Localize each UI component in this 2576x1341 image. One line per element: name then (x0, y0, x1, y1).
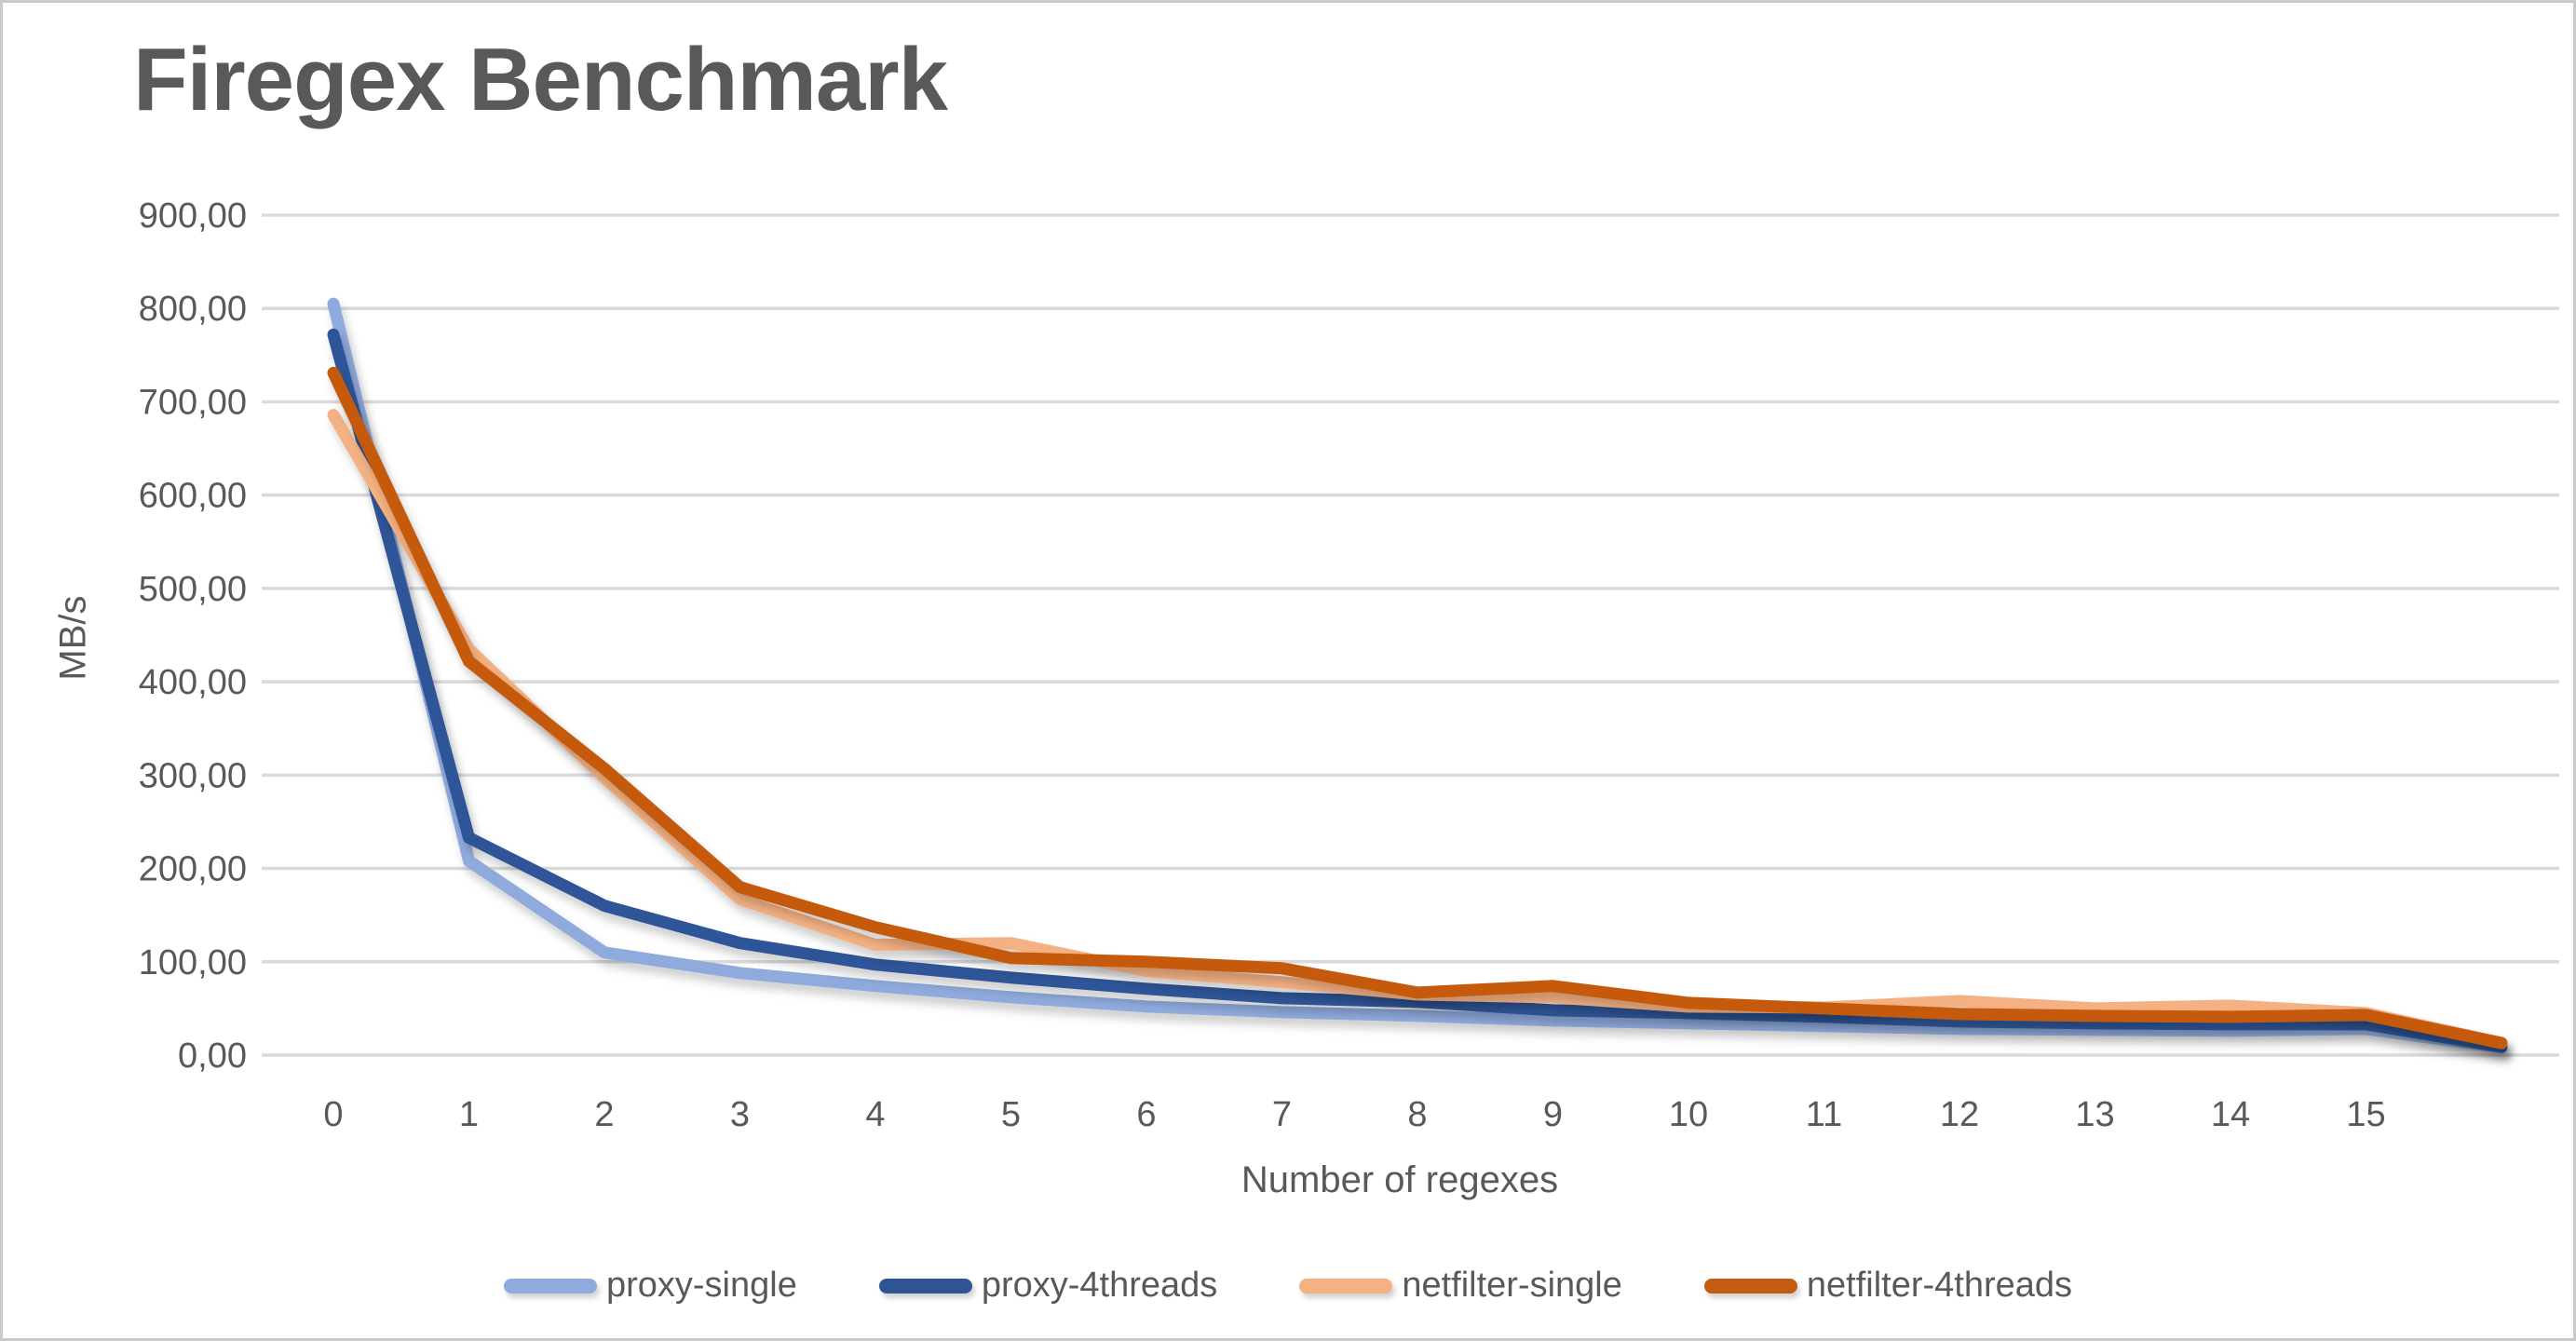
x-tick-label: 7 (1272, 1095, 1292, 1134)
x-tick-label: 0 (323, 1095, 343, 1134)
x-axis-title: Number of regexes (1241, 1159, 1559, 1200)
series-line-netfilter-4threads (327, 366, 2508, 1050)
chart-title: Firegex Benchmark (133, 30, 948, 129)
legend-label-netfilter-4threads: netfilter-4threads (1806, 1266, 2073, 1305)
y-tick-labels: 0,00 100,00 200,00 300,00 400,00 500,00 600,00… (139, 196, 247, 1076)
y-tick-label: 200,00 (139, 850, 247, 889)
y-tick-label: 600,00 (139, 477, 247, 516)
y-tick-label: 100,00 (139, 943, 247, 982)
x-tick-label: 8 (1407, 1095, 1427, 1134)
x-tick-label: 3 (730, 1095, 750, 1134)
legend-label-proxy-single: proxy-single (605, 1266, 797, 1305)
series-lines (327, 297, 2508, 1054)
x-tick-label: 13 (2075, 1095, 2114, 1134)
chart-svg: 0,00 100,00 200,00 300,00 400,00 500,00 600,00… (139, 196, 2559, 1134)
series-line-proxy-4threads (327, 328, 2508, 1053)
series-line-proxy-single (327, 297, 2508, 1054)
x-tick-label: 2 (594, 1095, 614, 1134)
x-tick-label: 6 (1136, 1095, 1156, 1134)
x-tick-label: 12 (1940, 1095, 1979, 1134)
x-tick-label: 1 (459, 1095, 479, 1134)
y-tick-label: 800,00 (139, 290, 247, 329)
x-tick-label: 14 (2211, 1095, 2250, 1134)
legend-item-proxy-single: proxy-single (503, 1266, 797, 1306)
x-tick-label: 5 (1001, 1095, 1021, 1134)
legend-item-netfilter-4threads: netfilter-4threads (1703, 1266, 2073, 1306)
x-tick-label: 10 (1669, 1095, 1708, 1134)
x-tick-label: 15 (2346, 1095, 2385, 1134)
legend: proxy-single proxy-4threads netfilter-si… (3, 1266, 2573, 1306)
y-tick-label: 900,00 (139, 196, 247, 236)
legend-swatch-proxy-4threads (878, 1278, 972, 1294)
y-tick-label: 0,00 (178, 1036, 247, 1076)
y-tick-label: 300,00 (139, 756, 247, 795)
x-tick-label: 9 (1543, 1095, 1563, 1134)
y-tick-label: 500,00 (139, 570, 247, 609)
legend-label-netfilter-single: netfilter-single (1402, 1266, 1622, 1305)
legend-swatch-proxy-single (503, 1278, 597, 1294)
legend-swatch-netfilter-single (1299, 1278, 1393, 1294)
x-tick-label: 11 (1806, 1095, 1842, 1134)
legend-item-proxy-4threads: proxy-4threads (878, 1266, 1218, 1306)
series-line-netfilter-single (327, 409, 2508, 1050)
legend-label-proxy-4threads: proxy-4threads (981, 1266, 1218, 1305)
gridlines (262, 213, 2559, 1057)
y-tick-label: 700,00 (139, 383, 247, 422)
legend-swatch-netfilter-4threads (1703, 1278, 1797, 1294)
y-axis-title: MB/s (52, 595, 94, 681)
y-tick-label: 400,00 (139, 663, 247, 702)
legend-item-netfilter-single: netfilter-single (1299, 1266, 1622, 1306)
x-tick-labels: 0 1 2 3 4 5 6 7 8 9 10 11 12 13 14 15 (323, 1095, 2385, 1134)
x-tick-label: 4 (865, 1095, 885, 1134)
